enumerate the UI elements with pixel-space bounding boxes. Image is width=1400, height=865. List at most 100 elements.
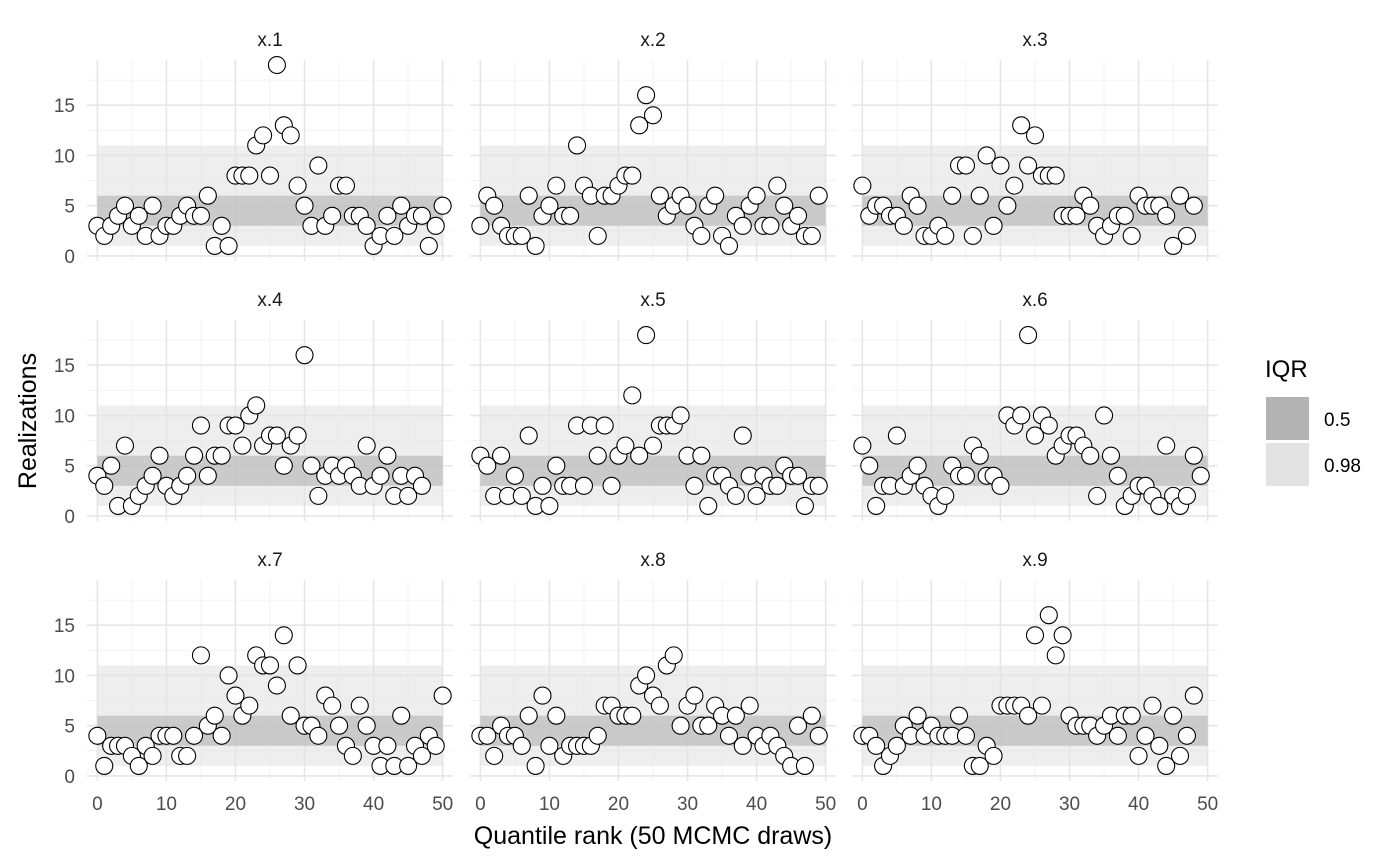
data-point — [623, 166, 642, 185]
data-point — [309, 156, 328, 175]
x-tick-label: 30 — [294, 794, 315, 815]
legend-label-0.98: 0.98 — [1324, 456, 1361, 477]
data-point — [671, 716, 690, 735]
data-point — [1088, 486, 1107, 505]
data-point — [699, 496, 718, 515]
data-point — [733, 736, 752, 755]
panel-title: x.3 — [1022, 30, 1047, 51]
data-point — [533, 686, 552, 705]
data-point — [274, 626, 293, 645]
data-point — [219, 236, 238, 255]
data-point — [226, 416, 245, 435]
data-point — [1081, 196, 1100, 215]
data-point — [977, 146, 996, 165]
data-point — [178, 466, 197, 485]
data-point — [240, 166, 259, 185]
data-point — [588, 446, 607, 465]
data-point — [949, 706, 969, 725]
data-point — [1164, 236, 1183, 255]
data-point — [970, 756, 989, 775]
data-point — [129, 206, 148, 225]
data-point — [747, 486, 766, 505]
data-point — [637, 326, 656, 345]
data-point — [1081, 446, 1100, 465]
panel-title: x.4 — [257, 290, 283, 311]
x-axis-title: Quantile rank (50 MCMC draws) — [474, 822, 832, 850]
data-point — [887, 426, 906, 445]
x-tick-label: 10 — [156, 794, 177, 815]
y-tick-label: 0 — [64, 247, 75, 268]
data-point — [385, 226, 404, 245]
data-point — [95, 476, 114, 495]
data-point — [1170, 186, 1190, 205]
x-tick-label: 30 — [677, 794, 698, 815]
data-point — [547, 456, 566, 475]
data-point — [198, 186, 217, 205]
data-point — [936, 226, 955, 245]
data-point — [1184, 196, 1203, 215]
data-point — [191, 416, 210, 435]
data-point — [588, 226, 607, 245]
data-point — [102, 456, 121, 475]
data-point — [143, 196, 162, 215]
data-point — [678, 196, 697, 215]
data-point — [567, 136, 587, 155]
data-point — [323, 206, 342, 225]
data-point — [1046, 646, 1065, 665]
x-tick-label: 50 — [1197, 794, 1218, 815]
data-point — [309, 726, 328, 745]
data-point — [267, 55, 286, 75]
x-tick-label: 10 — [539, 794, 560, 815]
x-tick-label: 10 — [921, 794, 942, 815]
y-tick-label: 0 — [64, 767, 75, 788]
data-point — [991, 156, 1010, 175]
data-point — [505, 466, 524, 485]
data-point — [887, 736, 906, 755]
data-point — [650, 696, 669, 715]
data-point — [512, 736, 531, 755]
data-point — [378, 446, 397, 465]
data-point — [357, 716, 376, 735]
data-point — [809, 186, 828, 205]
data-point — [350, 696, 369, 715]
data-point — [908, 456, 927, 475]
data-point — [802, 706, 821, 725]
data-point — [602, 476, 621, 495]
panel-x.8: x.8 — [470, 550, 836, 781]
data-point — [1170, 746, 1190, 765]
data-point — [288, 176, 307, 195]
data-point — [323, 696, 342, 715]
x-tick-label: 20 — [225, 794, 246, 815]
data-point — [1115, 206, 1134, 225]
data-point — [412, 746, 431, 765]
data-point — [1177, 486, 1196, 505]
x-tick-label: 0 — [857, 794, 868, 815]
data-point — [761, 216, 780, 235]
data-point — [860, 456, 879, 475]
data-point — [1157, 756, 1176, 775]
x-tick-label: 30 — [1059, 794, 1080, 815]
legend-title: IQR — [1265, 356, 1308, 383]
data-point — [426, 216, 445, 235]
data-point — [998, 196, 1017, 215]
data-point — [1095, 406, 1114, 425]
data-point — [1108, 726, 1127, 745]
data-point — [671, 406, 690, 425]
data-point — [719, 726, 739, 745]
data-point — [433, 686, 452, 705]
x-tick-label: 40 — [746, 794, 767, 815]
data-point — [1143, 696, 1162, 715]
data-point — [1005, 176, 1024, 195]
data-point — [1136, 726, 1155, 745]
data-point — [1039, 606, 1058, 625]
data-point — [226, 686, 245, 705]
data-point — [1177, 226, 1196, 245]
data-point — [478, 456, 497, 475]
data-point — [1122, 706, 1141, 725]
x-tick-label: 40 — [1128, 794, 1149, 815]
data-point — [295, 346, 314, 365]
data-point — [1157, 436, 1176, 455]
data-point — [867, 736, 886, 755]
data-point — [956, 726, 975, 745]
